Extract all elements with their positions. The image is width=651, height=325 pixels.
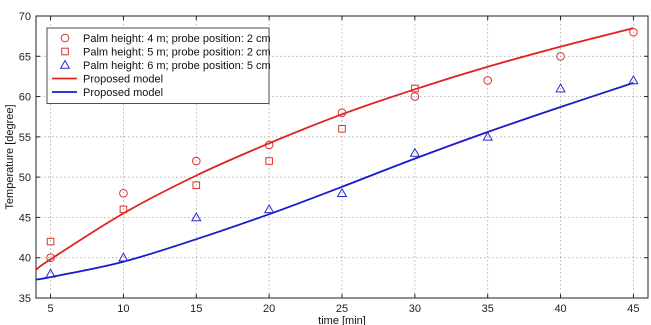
y-tick-label: 35 bbox=[19, 293, 31, 305]
model-lines bbox=[35, 27, 634, 281]
square-point bbox=[265, 157, 273, 165]
x-tick-label: 25 bbox=[336, 303, 348, 315]
y-tick-label: 70 bbox=[19, 11, 31, 23]
triangle-point bbox=[628, 75, 639, 85]
square-point bbox=[46, 237, 55, 246]
legend-triangle-swatch bbox=[59, 59, 71, 69]
x-axis-ticks: 5 10 15 20 25 30 35 40 45 bbox=[48, 16, 640, 315]
triangle-point bbox=[409, 147, 421, 157]
model-line-4 bbox=[35, 82, 634, 281]
x-tick-label: 20 bbox=[263, 303, 275, 315]
triangle-point bbox=[118, 252, 129, 262]
x-tick-label: 5 bbox=[48, 303, 54, 315]
circle-point bbox=[191, 156, 201, 166]
triangle-point bbox=[263, 203, 275, 214]
legend-entry-label: Proposed model bbox=[83, 87, 163, 99]
legend-entry-label: Palm height: 4 m; probe position: 2 cm bbox=[83, 33, 271, 45]
square-point bbox=[119, 205, 128, 214]
circle-point bbox=[264, 140, 274, 150]
y-tick-label: 55 bbox=[19, 132, 31, 144]
y-tick-label: 60 bbox=[19, 92, 31, 104]
legend-box bbox=[46, 27, 270, 104]
x-tick-label: 10 bbox=[117, 303, 129, 315]
triangle-point bbox=[45, 268, 56, 278]
y-tick-label: 45 bbox=[19, 212, 31, 224]
legend-entry-label: Proposed model bbox=[83, 74, 163, 86]
circle-point bbox=[410, 92, 420, 101]
y-tick-label: 40 bbox=[19, 253, 31, 265]
circle-point bbox=[483, 76, 493, 85]
x-tick-label: 40 bbox=[554, 303, 566, 315]
x-tick-label: 15 bbox=[190, 303, 202, 315]
legend-entry-label: Palm height: 5 m; probe position: 2 cm bbox=[83, 47, 271, 59]
square-point bbox=[411, 84, 419, 93]
circle-point bbox=[629, 27, 638, 37]
triangle-point bbox=[191, 212, 202, 222]
circle-point bbox=[556, 51, 565, 61]
triangle-point bbox=[336, 187, 348, 198]
legend-circle-swatch bbox=[60, 33, 70, 43]
square-point bbox=[338, 125, 346, 133]
y-tick-label: 50 bbox=[19, 172, 31, 184]
square-point bbox=[192, 181, 201, 189]
x-tick-label: 30 bbox=[409, 303, 421, 315]
triangle-point bbox=[482, 131, 493, 141]
legend-entry-label: Palm height: 6 m; probe position: 5 cm bbox=[83, 60, 271, 72]
legend: Palm height: 4 m; probe position: 2 cm Pa… bbox=[46, 27, 271, 104]
x-tick-label: 35 bbox=[482, 303, 494, 315]
y-axis-ticks: 35 40 45 50 55 60 65 70 bbox=[19, 11, 648, 305]
circle-point bbox=[46, 253, 55, 263]
circle-point bbox=[337, 108, 347, 117]
y-axis-label: Temperature [degree] bbox=[4, 104, 16, 209]
y-tick-label: 65 bbox=[19, 51, 31, 63]
legend-square-swatch bbox=[61, 47, 69, 56]
x-tick-label: 45 bbox=[627, 303, 639, 315]
triangle-point bbox=[555, 83, 566, 93]
model-line-3 bbox=[35, 27, 634, 271]
data-markers bbox=[45, 27, 639, 278]
x-axis-label: time [min] bbox=[318, 315, 366, 325]
circle-point bbox=[119, 188, 128, 198]
